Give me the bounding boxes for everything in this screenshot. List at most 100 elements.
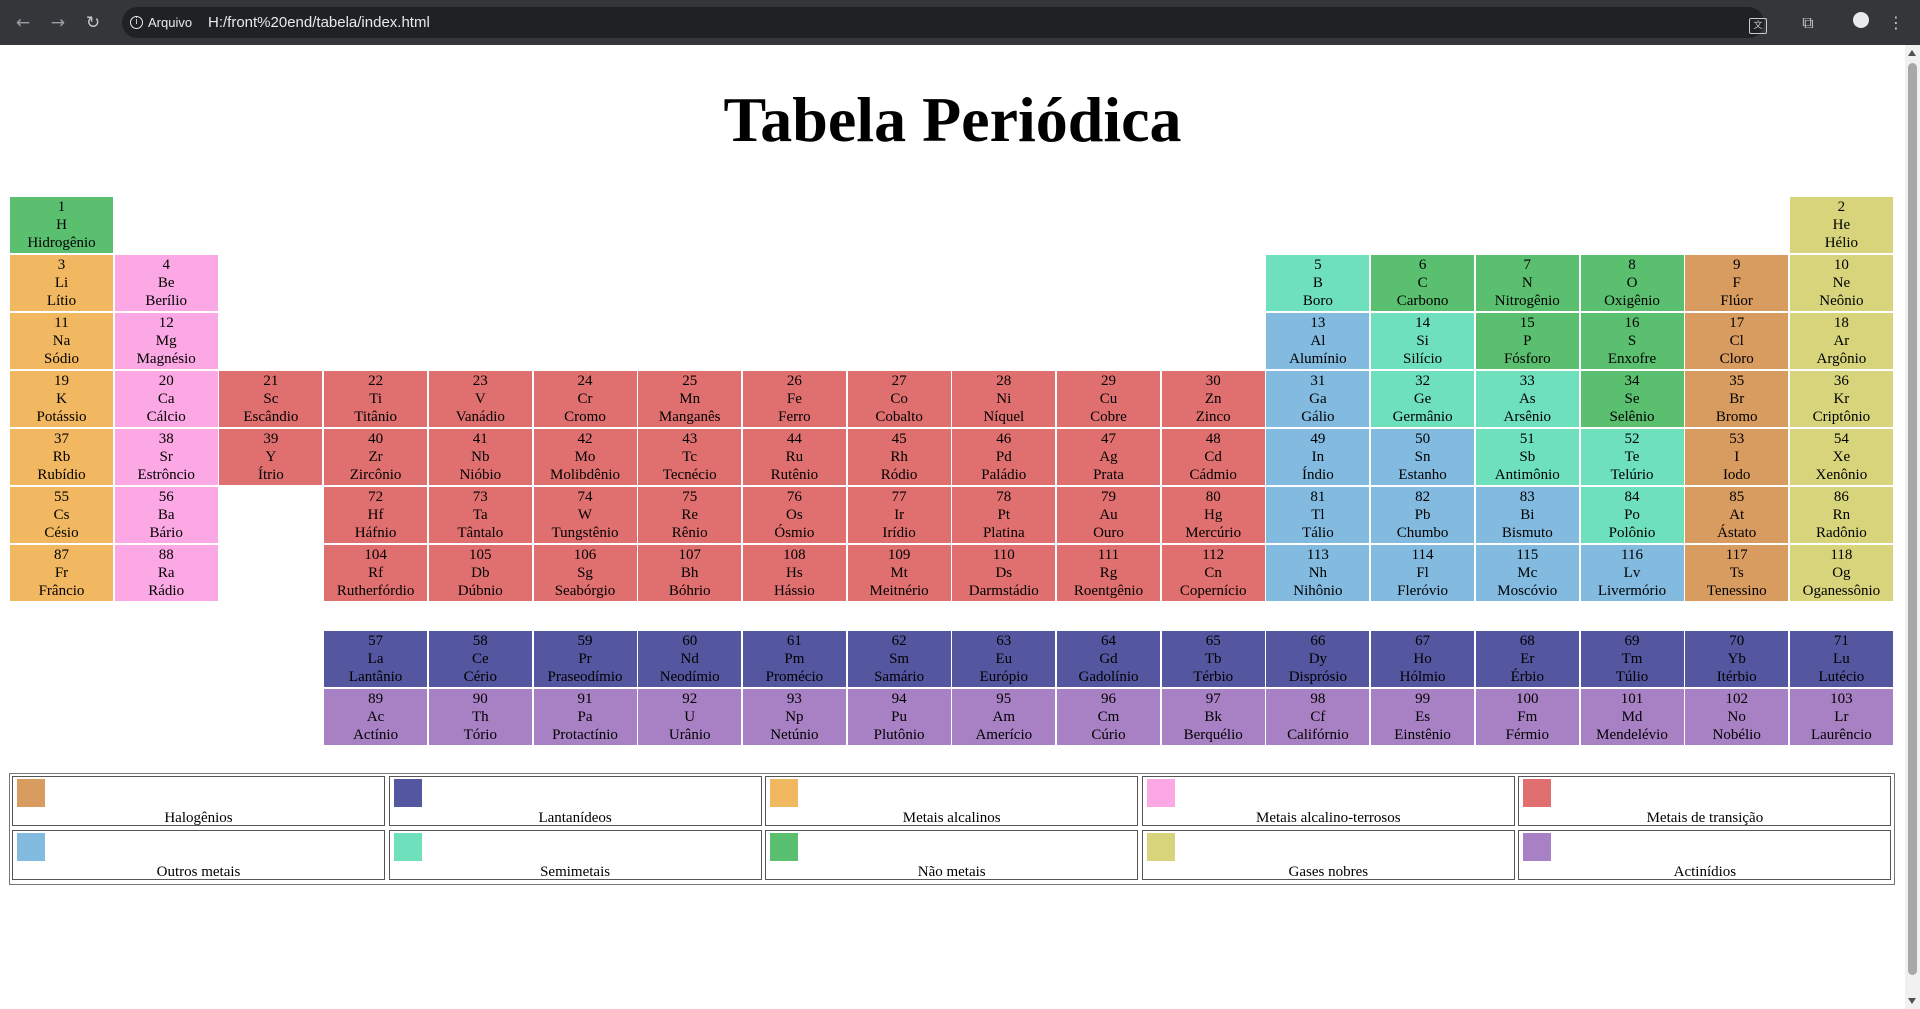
element-symbol: Hg (1204, 507, 1223, 523)
element-symbol: Sb (1519, 449, 1536, 465)
element-symbol: W (577, 507, 593, 523)
element-number: 98 (1310, 691, 1326, 707)
element-number: 45 (891, 431, 907, 447)
element-symbol: Tl (1311, 507, 1325, 523)
element-number: 105 (469, 547, 492, 563)
element-cell: 88 Ra Rádio (114, 545, 218, 601)
element-cell: 96 Cm Cúrio (1057, 689, 1160, 745)
element-symbol: Ag (1099, 449, 1118, 465)
element-cell: 32 Ge Germânio (1371, 371, 1475, 427)
legend-item: Metais alcalinos (765, 776, 1139, 826)
legend-label: Metais alcalino-terrosos (1256, 810, 1401, 826)
element-symbol: He (1832, 217, 1851, 233)
legend-label: Metais alcalinos (902, 810, 1001, 826)
element-symbol: Rg (1099, 565, 1118, 581)
element-cell: 105 Db Dúbnio (428, 545, 532, 601)
scroll-up-icon[interactable] (1908, 50, 1916, 56)
element-cell: 86 Rn Radônio (1789, 487, 1893, 543)
element-name: Manganês (658, 409, 721, 425)
element-number: 89 (368, 691, 384, 707)
element-name: Radônio (1815, 525, 1867, 541)
element-symbol: Dy (1308, 651, 1328, 667)
element-symbol: Lu (1833, 651, 1850, 667)
element-cell: 101 Md Mendelévio (1580, 689, 1684, 745)
element-cell: 29 Cu Cobre (1057, 371, 1160, 427)
element-number: 6 (1418, 257, 1427, 273)
legend-label: Gases nobres (1288, 864, 1369, 880)
translate-icon[interactable]: 文 (1746, 11, 1770, 35)
element-name: Enxofre (1607, 351, 1657, 367)
element-cell: 40 Zr Zircônio (324, 429, 428, 485)
element-symbol: Al (1310, 333, 1326, 349)
element-cell: 114 Fl Fleróvio (1371, 545, 1475, 601)
element-number: 36 (1833, 373, 1849, 389)
element-cell: 108 Hs Hássio (742, 545, 846, 601)
element-cell: 46 Pd Paládio (952, 429, 1056, 485)
element-number: 70 (1729, 633, 1745, 649)
element-cell: 18 Ar Argônio (1789, 313, 1893, 369)
element-number: 74 (577, 489, 593, 505)
element-symbol: Ta (472, 507, 488, 523)
element-name: Tungstênio (551, 525, 619, 541)
scrollbar[interactable] (1905, 45, 1920, 1009)
element-number: 63 (996, 633, 1012, 649)
element-number: 71 (1833, 633, 1849, 649)
site-info-chip[interactable]: i Arquivo (130, 11, 192, 34)
profile-icon[interactable] (1849, 11, 1873, 35)
element-symbol: K (56, 391, 67, 407)
puzzle-icon[interactable]: ⧉ (1802, 13, 1814, 32)
element-cell: 16 S Enxofre (1580, 313, 1684, 369)
element-cell: 97 Bk Berquélio (1161, 689, 1265, 745)
element-symbol: Xe (1832, 449, 1851, 465)
element-number: 42 (577, 431, 593, 447)
element-name: Cobre (1090, 409, 1127, 425)
scrollbar-thumb[interactable] (1908, 63, 1917, 975)
arrow-right-icon[interactable]: → (50, 13, 66, 33)
element-symbol: Rn (1832, 507, 1851, 523)
element-cell: 7 N Nitrogênio (1475, 255, 1579, 311)
element-symbol: Bk (1204, 709, 1222, 725)
element-cell: 115 Mc Moscóvio (1475, 545, 1579, 601)
element-name: Promécio (765, 669, 824, 685)
element-name: Césio (44, 525, 79, 541)
element-cell: 27 Co Cobalto (847, 371, 951, 427)
element-symbol: Cl (1729, 333, 1744, 349)
element-number: 90 (472, 691, 488, 707)
element-name: Irídio (882, 525, 916, 541)
element-number: 81 (1310, 489, 1326, 505)
element-symbol: Np (785, 709, 804, 725)
element-number: 48 (1205, 431, 1221, 447)
element-symbol: Nd (680, 651, 699, 667)
element-name: Criptônio (1812, 409, 1871, 425)
element-number: 21 (263, 373, 279, 389)
element-name: Zircônio (349, 467, 402, 483)
info-icon: i (130, 16, 143, 29)
element-cell: 28 Ni Níquel (952, 371, 1056, 427)
scroll-down-icon[interactable] (1908, 998, 1916, 1004)
element-number: 20 (158, 373, 174, 389)
element-cell: 11 Na Sódio (10, 313, 113, 369)
element-cell: 38 Sr Estrôncio (114, 429, 218, 485)
element-cell: 49 In Índio (1266, 429, 1370, 485)
address-bar[interactable]: i Arquivo H:/front%20end/tabela/index.ht… (122, 7, 1764, 38)
element-cell: 109 Mt Meitnério (847, 545, 951, 601)
element-symbol: N (1521, 275, 1533, 291)
element-symbol: Cf (1310, 709, 1326, 725)
element-number: 53 (1729, 431, 1745, 447)
element-name: Carbono (1396, 293, 1449, 309)
kebab-menu-icon[interactable]: ⋮ (1888, 13, 1904, 32)
element-name: Cálcio (146, 409, 186, 425)
element-symbol: Zn (1204, 391, 1222, 407)
url-text[interactable]: H:/front%20end/tabela/index.html (208, 14, 430, 31)
arrow-left-icon[interactable]: ← (15, 13, 31, 33)
element-cell: 111 Rg Roentgênio (1057, 545, 1160, 601)
element-cell: 113 Nh Nihônio (1266, 545, 1370, 601)
element-name: Amerício (975, 727, 1033, 743)
element-name: Telúrio (1610, 467, 1654, 483)
reload-icon[interactable]: ↻ (85, 13, 101, 33)
element-name: Rubídio (37, 467, 86, 483)
element-symbol: Si (1416, 333, 1429, 349)
element-number: 34 (1624, 373, 1640, 389)
element-name: Nióbio (459, 467, 502, 483)
element-symbol: Bh (680, 565, 699, 581)
